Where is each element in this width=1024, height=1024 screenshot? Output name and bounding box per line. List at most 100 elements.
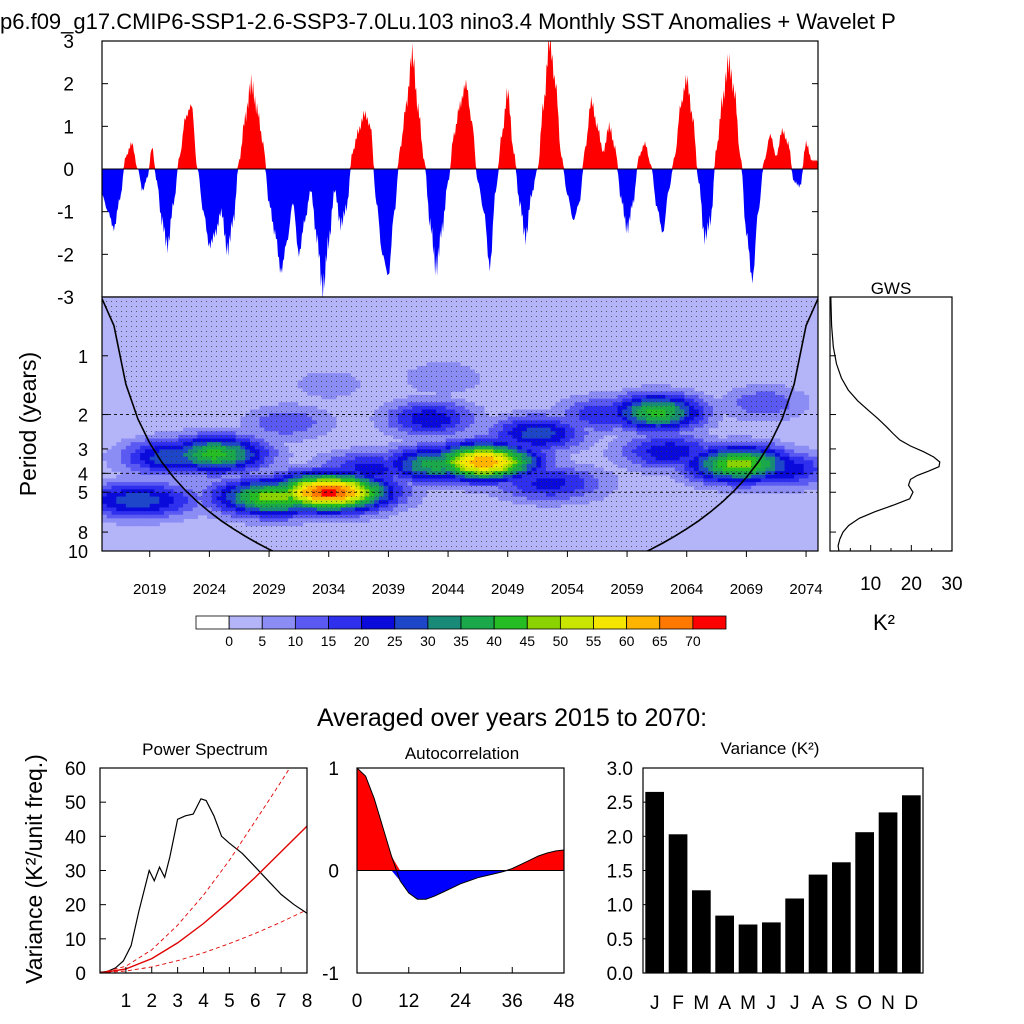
sst-ytick-label: -3: [57, 288, 74, 309]
ps-xtick-label: 3: [172, 991, 183, 1012]
wavelet-ytick-label: 5: [78, 483, 88, 503]
var-xtick-label: A: [812, 993, 825, 1014]
sst-ytick-label: -1: [57, 203, 74, 224]
colorbar-box: [361, 615, 396, 630]
wavelet-xtick-label: 2019: [133, 581, 166, 598]
colorbar-label: 20: [354, 633, 370, 649]
variance-bar: [738, 924, 758, 973]
sst-ytick-label: 1: [63, 117, 74, 138]
colorbar-label: 30: [420, 633, 436, 649]
negative-autocorrelation-area: [357, 870, 564, 900]
var-xtick-label: F: [672, 993, 684, 1014]
gws-frame: [829, 296, 953, 552]
wavelet-xtick-label: 2064: [670, 581, 703, 598]
var-ytick-label: 0.0: [607, 964, 633, 985]
var-xtick-label: N: [881, 993, 895, 1014]
spectrum-line: [100, 798, 307, 973]
negative-anomaly-area: [102, 169, 818, 297]
wavelet-xtick-label: 2074: [789, 581, 822, 598]
colorbar-label: 25: [387, 633, 403, 649]
var-xtick-label: A: [718, 993, 731, 1014]
cone-of-influence: [102, 298, 818, 551]
ps-xtick-label: 7: [276, 991, 287, 1012]
power-spectrum-title: Power Spectrum: [142, 740, 268, 759]
colorbar-label: 15: [321, 633, 337, 649]
gws-xtick-label: 20: [901, 574, 922, 595]
ps-ytick-label: 50: [65, 793, 86, 814]
upper-confidence-line: [100, 768, 291, 973]
wavelet-power-chart: 1 2 3 45 810 2019 2024 2029 2034 2039 2044 2049 2054…: [15, 296, 823, 598]
var-xtick-label: M: [693, 993, 709, 1014]
ps-xtick-label: 4: [198, 991, 209, 1012]
colorbar-box: [559, 615, 594, 630]
colorbar-box: [526, 615, 561, 630]
var-xtick-label: D: [904, 993, 918, 1014]
sst-ytick-label: 2: [63, 75, 74, 96]
colorbar-label: 10: [288, 633, 304, 649]
ps-ytick-label: 60: [65, 759, 86, 780]
wavelet-ytick-label: 8: [78, 523, 88, 543]
colorbar-box: [427, 615, 462, 630]
power-spectrum-chart: Power Spectrum 0 10 20 30 40 50 60 1 2 3 4 5 6 7 8 Varia…: [21, 740, 312, 1012]
variance-bar: [785, 898, 804, 973]
ps-xtick-label: 8: [302, 991, 313, 1012]
colorbar-box: [328, 615, 363, 630]
colorbar-box: [593, 615, 628, 630]
wavelet-ylabel: Period (years): [15, 352, 41, 496]
ps-xtick-label: 1: [121, 991, 132, 1012]
colorbar-box: [659, 615, 694, 630]
var-ytick-label: 2.0: [607, 827, 633, 848]
autocorrelation-chart: Autocorrelation 1 0 -1 0 12 24 36 48: [322, 744, 574, 1012]
wavelet-xtick-label: 2029: [252, 581, 285, 598]
ps-ytick-label: 30: [65, 862, 86, 883]
variance-bar: [878, 812, 898, 973]
var-xtick-label: J: [650, 993, 660, 1014]
gws-xtick-label: 10: [860, 574, 881, 595]
ac-xtick-label: 36: [502, 991, 523, 1012]
var-xtick-label: J: [767, 993, 777, 1014]
sst-ytick-label: -2: [57, 245, 74, 266]
ac-ytick-label: -1: [322, 964, 339, 985]
variance-title: Variance (K²): [721, 739, 820, 758]
ac-ytick-label: 1: [328, 759, 339, 780]
sst-anomaly-chart: 3 2 1 0 -1 -2 -3: [57, 32, 819, 309]
ps-xtick-label: 5: [224, 991, 235, 1012]
variance-bar: [645, 791, 664, 973]
ac-xtick-label: 0: [352, 991, 363, 1012]
colorbar-label: 0: [225, 633, 233, 649]
ps-ytick-label: 10: [65, 930, 86, 951]
ps-ytick-label: 0: [75, 964, 86, 985]
colorbar-label: 55: [586, 633, 602, 649]
variance-bar: [855, 832, 874, 973]
colorbar-label: 40: [486, 633, 502, 649]
colorbar-box: [394, 615, 429, 630]
colorbar-box: [294, 615, 329, 630]
gws-chart: GWS 10 20 30 K²: [829, 279, 963, 635]
wavelet-frame: [101, 296, 819, 552]
variance-bar: [692, 890, 711, 973]
colorbar-label: 70: [685, 633, 701, 649]
variance-bar: [668, 834, 688, 973]
sst-ytick-label: 3: [63, 32, 74, 53]
positive-anomaly-area: [102, 41, 818, 169]
variance-bar: [762, 922, 781, 973]
colorbar-label: 35: [453, 633, 469, 649]
ps-xtick-label: 2: [146, 991, 157, 1012]
wavelet-xtick-label: 2059: [610, 581, 643, 598]
colorbar-label: 45: [519, 633, 535, 649]
autocorrelation-title: Autocorrelation: [405, 744, 519, 763]
ac-xtick-label: 12: [398, 991, 419, 1012]
wavelet-xtick-label: 2039: [372, 581, 405, 598]
ac-xtick-label: 24: [450, 991, 472, 1012]
variance-bar: [808, 874, 828, 973]
colorbar-box: [460, 615, 495, 630]
colorbar-box: [626, 615, 661, 630]
var-ytick-label: 2.5: [607, 793, 633, 814]
ac-xtick-label: 48: [553, 991, 574, 1012]
variance-bar: [715, 915, 734, 973]
colorbar-label: 60: [619, 633, 635, 649]
var-ytick-label: 3.0: [607, 759, 633, 780]
var-xtick-label: J: [790, 993, 800, 1014]
wavelet-xtick-label: 2034: [312, 581, 345, 598]
